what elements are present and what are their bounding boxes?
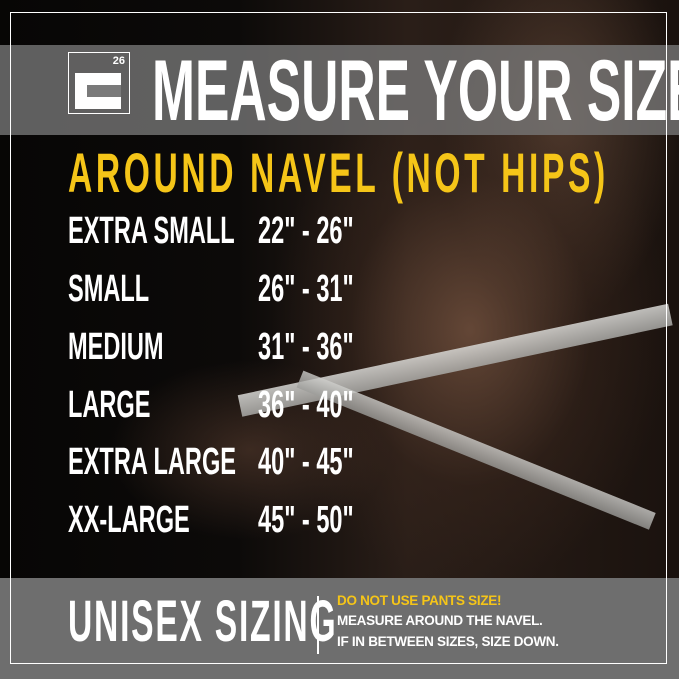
size-label: SMALL <box>68 268 150 310</box>
size-range: 26" - 31" <box>258 268 354 310</box>
size-label: LARGE <box>68 384 151 426</box>
size-label: EXTRA LARGE <box>68 441 236 483</box>
white-frame-border <box>10 12 667 664</box>
pants-size-warning: DO NOT USE PANTS SIZE! <box>337 593 502 608</box>
size-range: 31" - 36" <box>258 326 354 368</box>
size-label: MEDIUM <box>68 326 164 368</box>
brand-logo: 26 <box>68 52 130 114</box>
page-title: MEASURE YOUR SIZE <box>152 43 679 139</box>
divider <box>317 596 319 654</box>
footer-band <box>0 578 679 679</box>
logo-number: 26 <box>112 55 125 67</box>
size-label: XX-LARGE <box>68 499 190 541</box>
subtitle: AROUND NAVEL (NOT HIPS) <box>68 141 609 204</box>
unisex-sizing-label: UNISEX SIZING <box>68 589 338 654</box>
size-label: EXTRA SMALL <box>68 210 235 252</box>
logo-e-mark <box>75 73 121 109</box>
size-range: 36" - 40" <box>258 384 354 426</box>
size-range: 22" - 26" <box>258 210 354 252</box>
measure-instruction: MEASURE AROUND THE NAVEL. <box>337 613 543 628</box>
size-range: 40" - 45" <box>258 441 354 483</box>
size-range: 45" - 50" <box>258 499 354 541</box>
size-down-instruction: IF IN BETWEEN SIZES, SIZE DOWN. <box>337 634 559 649</box>
